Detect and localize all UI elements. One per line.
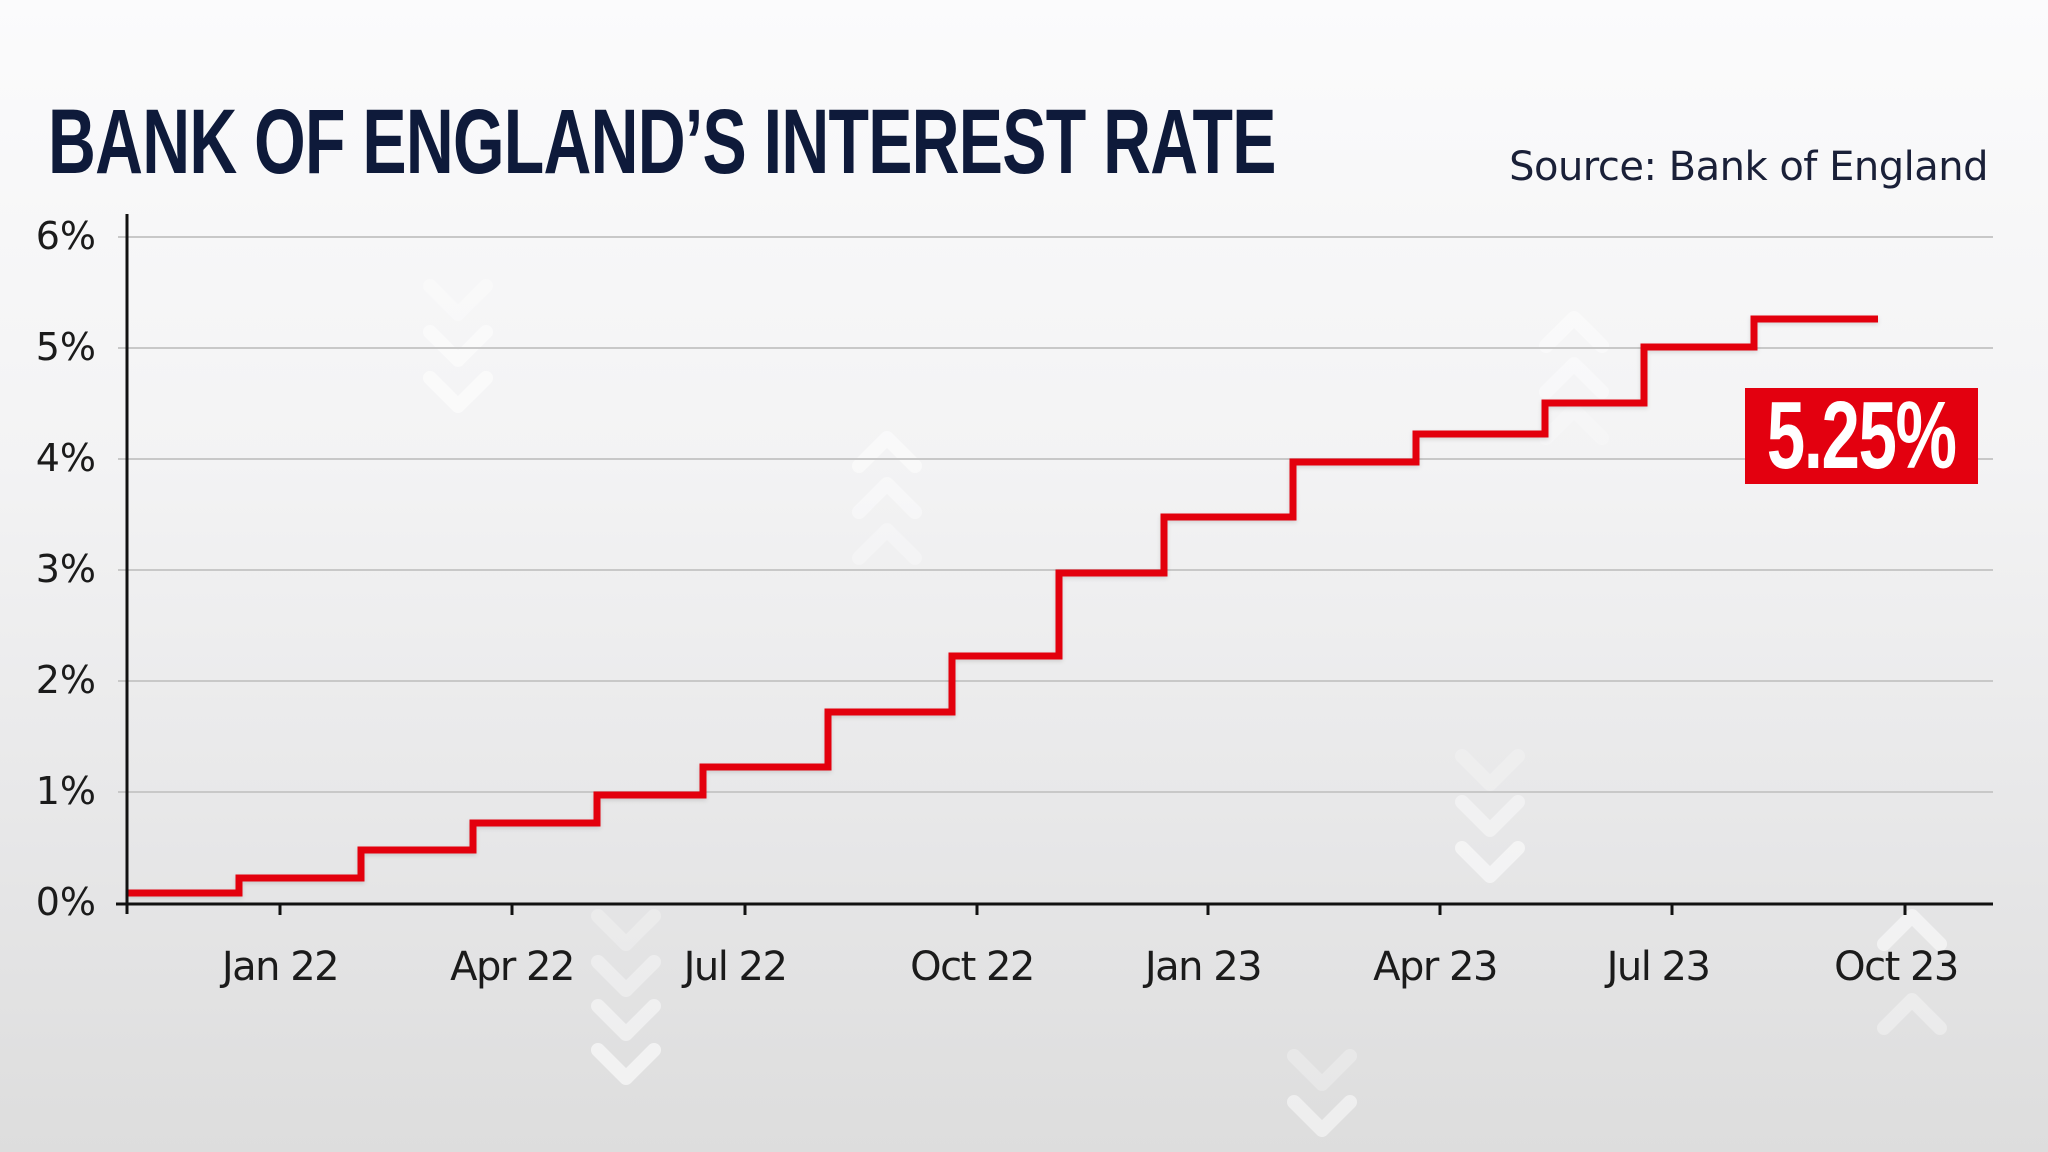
y-tick-label: 4% [36, 436, 96, 480]
y-axis-labels: 0% 1% 2% 3% 4% 5% 6% [36, 214, 96, 924]
y-tick-label: 0% [36, 880, 96, 924]
y-tick-label: 1% [36, 769, 96, 813]
x-tick-label: Jan 23 [1142, 944, 1261, 990]
chevron-down-icon [1294, 1056, 1350, 1130]
x-tick-label: Oct 23 [1834, 944, 1958, 990]
y-tick-label: 3% [36, 547, 96, 591]
x-tick-label: Jan 22 [219, 944, 338, 990]
current-rate-badge: 5.25% [1745, 388, 1978, 484]
decorative-chevrons [430, 286, 1940, 1130]
y-tick-label: 6% [36, 214, 96, 258]
x-tick-label: Apr 23 [1373, 944, 1497, 990]
chevron-down-icon [1462, 756, 1518, 876]
source-label: Source: Bank of England [1509, 144, 1988, 190]
chevron-down-icon [430, 286, 486, 406]
chevron-up-icon [1546, 318, 1602, 438]
x-axis-labels: Jan 22 Apr 22 Jul 22 Oct 22 Jan 23 Apr 2… [219, 944, 1960, 990]
x-tick-label: Oct 22 [910, 944, 1034, 990]
axes [116, 214, 1993, 915]
interest-rate-line [127, 315, 1878, 897]
x-tick-label: Apr 22 [450, 944, 574, 990]
x-tick-label: Jul 23 [1604, 944, 1710, 990]
y-tick-label: 2% [36, 658, 96, 702]
current-rate-value: 5.25% [1767, 382, 1957, 489]
y-tick-label: 5% [36, 325, 96, 369]
chevron-up-icon [859, 438, 915, 558]
x-tick-label: Jul 22 [681, 944, 787, 990]
chart-title: BANK OF ENGLAND’S INTEREST RATE [48, 91, 1276, 193]
chevron-down-icon [598, 916, 654, 1078]
gridlines [118, 236, 1993, 793]
